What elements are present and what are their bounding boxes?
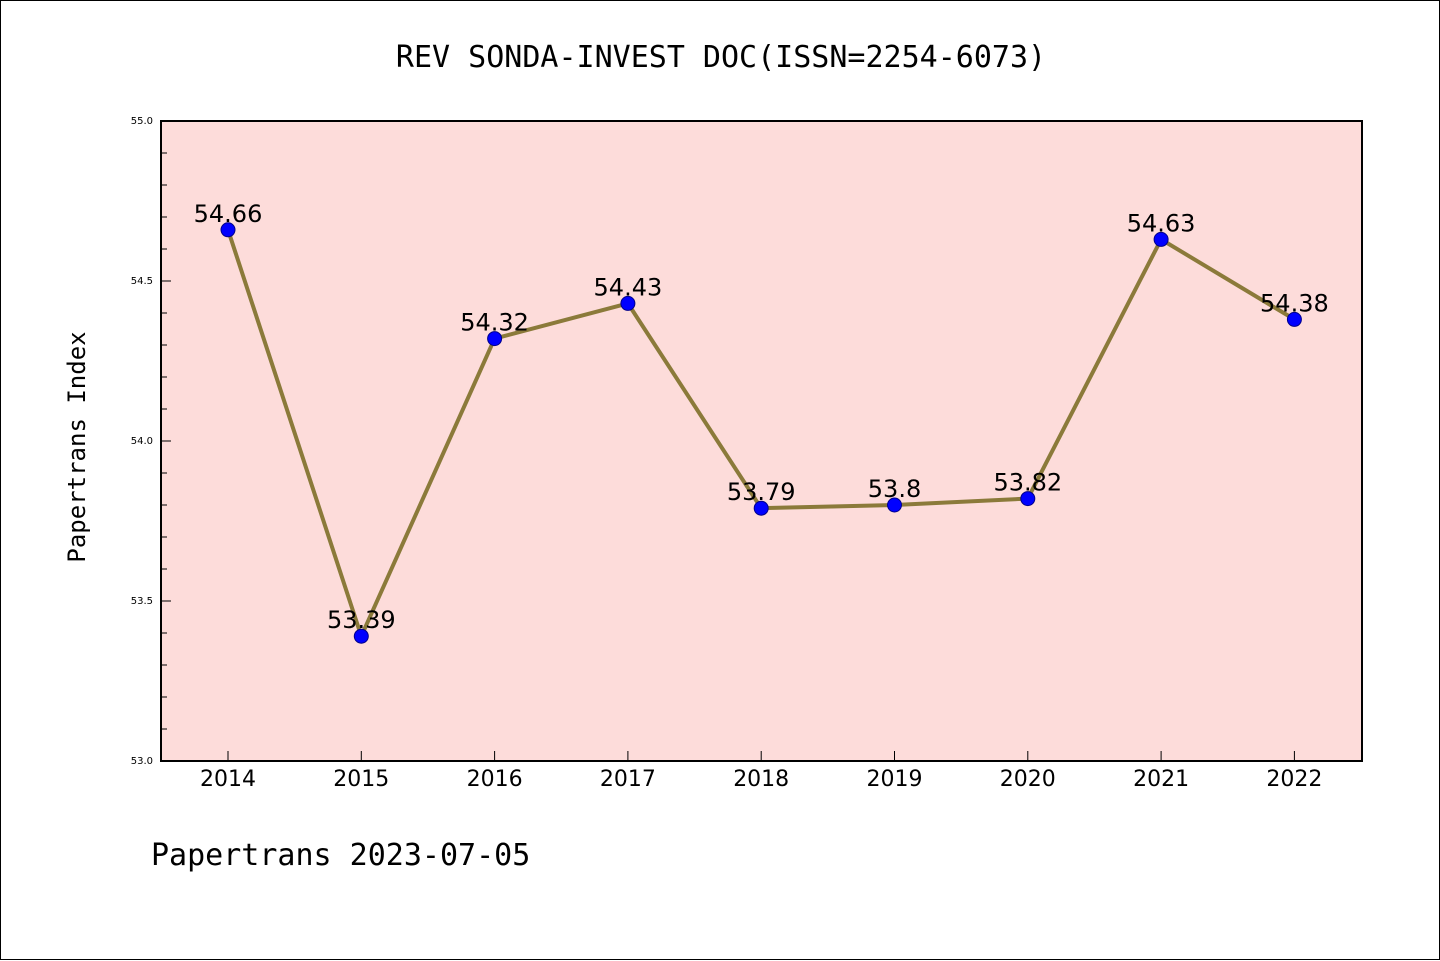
x-tick-label: 2020 [1000, 767, 1056, 792]
x-tick-label: 2022 [1266, 767, 1322, 792]
data-label: 53.82 [993, 469, 1062, 497]
x-tick-label: 2016 [467, 767, 523, 792]
data-point [1020, 491, 1036, 507]
data-point [1153, 231, 1169, 247]
x-tick-label: 2021 [1133, 767, 1189, 792]
y-axis-label: Papertrans Index [63, 331, 91, 562]
plot-area [160, 120, 1363, 762]
data-label: 53.39 [327, 606, 396, 634]
data-point [1286, 311, 1302, 327]
data-point [220, 222, 236, 238]
x-tick-label: 2015 [333, 767, 389, 792]
x-tick-label: 2019 [867, 767, 923, 792]
data-point [753, 500, 769, 516]
y-tick-label: 55.0 [131, 116, 153, 127]
data-label: 53.79 [727, 478, 796, 506]
data-label: 53.8 [868, 475, 921, 503]
y-tick-label: 54.5 [131, 276, 153, 287]
data-label: 54.38 [1260, 289, 1329, 317]
chart-title: REV SONDA-INVEST DOC(ISSN=2254-6073) [396, 40, 1046, 75]
data-label: 54.43 [594, 273, 663, 301]
data-label: 54.63 [1127, 209, 1196, 237]
data-point [620, 295, 636, 311]
data-point [353, 628, 369, 644]
y-tick-label: 53.5 [131, 596, 153, 607]
data-label: 54.32 [460, 309, 529, 337]
chart-footer: Papertrans 2023-07-05 [151, 838, 530, 873]
y-tick-label: 54.0 [131, 436, 153, 447]
data-point [487, 331, 503, 347]
data-point [887, 497, 902, 513]
y-tick-label: 53.0 [131, 756, 153, 767]
x-tick-label: 2014 [200, 767, 256, 792]
data-label: 54.66 [194, 200, 263, 228]
x-tick-label: 2018 [733, 767, 789, 792]
x-tick-label: 2017 [600, 767, 656, 792]
